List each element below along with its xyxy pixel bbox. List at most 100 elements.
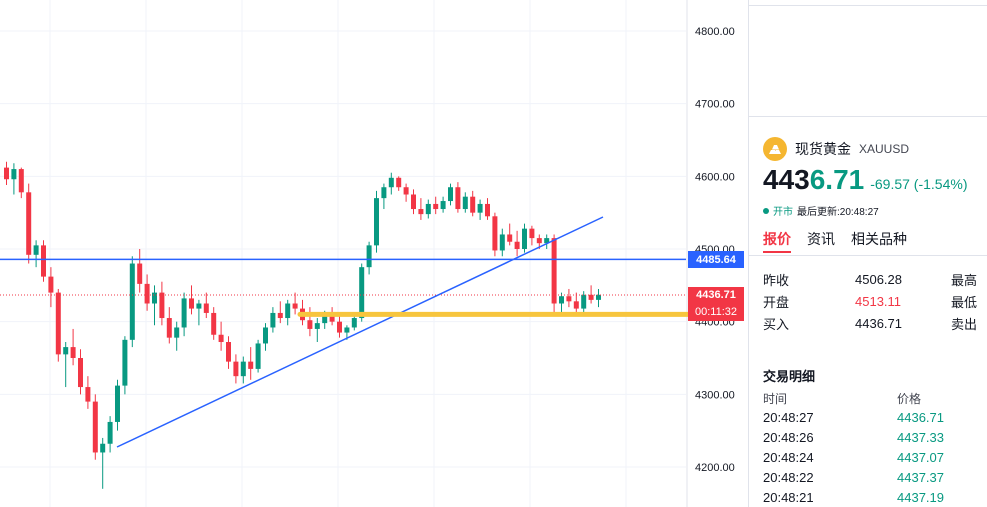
candle-body	[411, 194, 416, 210]
panel-tabs: 报价 资讯 相关品种	[763, 227, 923, 253]
candle-body	[203, 303, 209, 313]
quote-label-secondary: 最高	[951, 272, 978, 288]
trade-row: 20:48:27 4436.71	[763, 407, 987, 427]
market-status: 开市 最后更新:20:48:27	[763, 203, 879, 218]
candle-body	[322, 314, 328, 324]
candle-body	[559, 296, 564, 304]
candle-body	[263, 327, 268, 344]
trade-price: 4437.33	[897, 429, 944, 445]
candle-body	[152, 292, 157, 304]
candle-body	[166, 318, 172, 338]
candle-body	[344, 327, 350, 333]
candle-body	[388, 177, 394, 188]
tab-quote[interactable]: 报价	[763, 227, 791, 253]
trade-time: 20:48:27	[763, 409, 814, 425]
candle-body	[189, 298, 194, 309]
trade-details: 交易明细 时间 价格 20:48:27 4436.71 20:48:26 443…	[763, 366, 987, 507]
candle-body	[588, 294, 594, 300]
candle-body	[41, 245, 46, 277]
y-axis-tick-label: 4300.00	[695, 389, 735, 401]
candle-body	[307, 320, 313, 329]
candle-body	[218, 334, 224, 343]
symbol-code: XAUUSD	[859, 142, 910, 156]
candle-body	[11, 169, 17, 180]
y-axis-tick-label: 4600.00	[695, 171, 735, 183]
trade-price: 4437.37	[897, 469, 944, 485]
symbol-name: 现货黄金	[795, 141, 851, 157]
price-chart[interactable]: 4800.00 4700.00 4600.00 4500.00 4400.00 4300.…	[0, 0, 748, 507]
candle-body	[92, 401, 98, 453]
candle-body	[418, 209, 424, 215]
candle-body	[70, 347, 76, 358]
candle-body	[226, 342, 231, 362]
candle-body	[425, 203, 431, 215]
candle-body	[270, 312, 276, 328]
candle-body	[529, 228, 535, 239]
y-axis-tick-label: 4800.00	[695, 26, 735, 38]
trade-col-price: 价格	[897, 391, 922, 406]
candle-body	[366, 245, 372, 268]
candle-body	[122, 339, 128, 386]
candle-body	[137, 263, 143, 284]
trade-row: 20:48:26 4437.33	[763, 427, 987, 447]
candle-body	[573, 301, 579, 309]
trade-price: 4437.07	[897, 449, 944, 465]
candle-body	[174, 327, 180, 338]
candle-body	[337, 321, 342, 333]
candle-body	[544, 238, 550, 244]
candle-body	[551, 238, 557, 304]
candle-body	[536, 238, 542, 244]
candle-body	[26, 192, 32, 255]
candle-body	[314, 323, 320, 329]
candle-body	[396, 177, 402, 188]
candle-body	[18, 169, 24, 193]
quote-row: 买入 4436.71 卖出	[763, 312, 987, 334]
quote-row: 昨收 4506.28 最高	[763, 268, 987, 290]
candle-body	[455, 187, 461, 210]
trade-row: 20:48:22 4437.37	[763, 467, 987, 487]
candle-body	[277, 312, 283, 319]
candle-body	[196, 303, 202, 309]
horizontal-line-price-tag: 4485.64	[688, 251, 744, 269]
chart-canvas[interactable]: 4800.004700.004600.004500.004400.004300.…	[0, 0, 748, 507]
trade-col-time: 时间	[763, 391, 788, 406]
quote-label-secondary: 最低	[951, 294, 978, 310]
last-update-label: 最后更新:20:48:27	[797, 207, 879, 218]
trade-details-header: 时间 价格	[763, 389, 987, 407]
tab-related[interactable]: 相关品种	[851, 231, 907, 247]
candle-body	[285, 303, 291, 319]
quote-row: 开盘 4513.11 最低	[763, 290, 987, 312]
candle-body	[440, 201, 446, 210]
candle-body	[255, 343, 261, 369]
candle-body	[359, 267, 365, 319]
bar-countdown-tag: 00:11:32	[688, 303, 744, 321]
quote-label-secondary: 卖出	[951, 316, 978, 332]
market-open-label: 开市	[773, 207, 793, 218]
quote-value: 4436.71	[855, 315, 902, 331]
candle-body	[181, 298, 187, 328]
candle-body	[507, 234, 513, 242]
candle-body	[448, 187, 453, 202]
candle-body	[211, 312, 217, 335]
candle-body	[462, 196, 468, 210]
candle-body	[233, 361, 239, 377]
candle-body	[292, 303, 298, 309]
candle-body	[329, 314, 335, 322]
candle-body	[115, 385, 120, 422]
candle-body	[477, 203, 483, 213]
quote-label: 昨收	[763, 272, 790, 288]
candle-body	[100, 443, 106, 453]
tab-news[interactable]: 资讯	[807, 231, 835, 247]
candle-body	[381, 187, 387, 199]
candle-body	[48, 276, 54, 293]
candle-body	[240, 361, 246, 377]
quote-panel: 现货黄金 XAUUSD 443 6.71 -69.57 (-1.54%) 开市 …	[749, 0, 987, 507]
quote-label: 买入	[763, 316, 790, 332]
candle-body	[403, 187, 409, 195]
candle-body	[144, 283, 150, 304]
panel-top-line	[749, 5, 987, 6]
candle-body	[85, 387, 91, 402]
candle-body	[55, 292, 61, 355]
symbol-header[interactable]: 现货黄金 XAUUSD	[763, 137, 909, 161]
